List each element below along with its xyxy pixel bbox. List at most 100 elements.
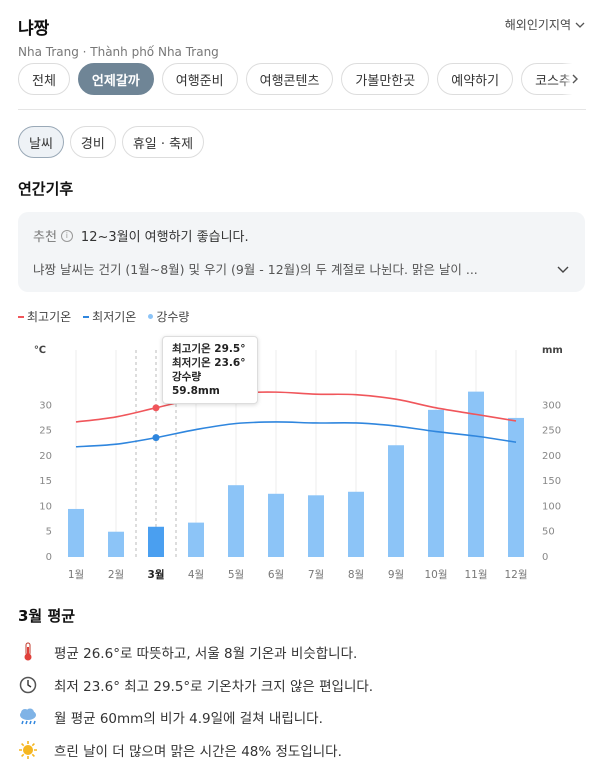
x-tick-label: 8월: [348, 569, 364, 581]
x-tick-label: 1월: [68, 569, 84, 581]
thermometer-icon: [18, 642, 38, 662]
left-tick-label: 30: [39, 400, 52, 411]
chart-tooltip: 최고기온 29.5° 최저기온 23.6° 강수량 59.8mm: [162, 336, 258, 404]
chevron-down-icon: [556, 262, 570, 276]
rain-bar: [468, 392, 484, 557]
legend-low: 최저기온: [83, 308, 136, 325]
list-item: 평균 26.6°로 따뜻하고, 서울 8월 기온과 비슷합니다.: [18, 636, 373, 669]
x-tick-label: 3월: [148, 568, 165, 581]
rain-bar: [268, 494, 284, 557]
tab-when-to-go[interactable]: 언제갈까: [78, 63, 154, 95]
high-temp-line: [76, 392, 516, 422]
right-tick-label: 150: [542, 476, 561, 487]
page-title: 냐짱: [18, 14, 588, 39]
x-tick-label: 9월: [388, 569, 404, 581]
rain-bar: [308, 495, 324, 557]
legend-low-label: 최저기온: [92, 308, 136, 325]
legend-rain-label: 강수량: [156, 308, 189, 325]
tabs-next-button[interactable]: [562, 63, 588, 95]
x-tick-label: 10월: [424, 569, 447, 581]
left-tick-label: 20: [39, 451, 52, 462]
recommendation-text: 12~3월이 여행하기 좋습니다.: [81, 226, 249, 245]
avg-item-text: 흐린 날이 더 많으며 맑은 시간은 48% 정도입니다.: [54, 740, 342, 760]
tab-all[interactable]: 전체: [18, 63, 70, 95]
tooltip-high: 최고기온 29.5°: [172, 342, 248, 356]
category-tabs: 전체 언제갈까 여행준비 여행콘텐츠 가볼만한곳 예약하기 코스추천: [18, 63, 588, 97]
avg-item-text: 최저 23.6° 최고 29.5°로 기온차가 크지 않은 편입니다.: [54, 675, 373, 695]
x-tick-label: 11월: [464, 569, 487, 581]
sun-icon: [18, 740, 38, 760]
legend-rain-swatch: [148, 314, 153, 319]
list-item: 흐린 날이 더 많으며 맑은 시간은 48% 정도입니다.: [18, 734, 373, 766]
x-tick-label: 2월: [108, 569, 124, 581]
low-temp-line-point: [153, 434, 160, 441]
right-tick-label: 100: [542, 501, 561, 512]
tab-label: 예약하기: [451, 70, 499, 89]
rain-bar: [108, 532, 124, 557]
subtab-label: 날씨: [29, 133, 53, 152]
subtab-label: 휴일 · 축제: [133, 133, 193, 152]
annual-climate-title: 연간기후: [18, 178, 73, 199]
climate-description-text: 냐짱 날씨는 건기 (1월~8월) 및 우기 (9월 - 12월)의 두 계절로…: [33, 259, 553, 278]
left-tick-label: 5: [46, 527, 52, 538]
left-tick-label: 0: [46, 552, 52, 563]
info-icon[interactable]: i: [61, 230, 73, 242]
monthly-average-list: 평균 26.6°로 따뜻하고, 서울 8월 기온과 비슷합니다. 최저 23.6…: [18, 636, 373, 766]
rain-bar: [508, 418, 524, 557]
avg-item-text: 월 평균 60mm의 비가 4.9일에 걸쳐 내립니다.: [54, 707, 323, 727]
clock-icon: [18, 675, 38, 695]
tab-label: 여행준비: [176, 70, 224, 89]
subtab-weather[interactable]: 날씨: [18, 126, 64, 158]
right-tick-label: 250: [542, 426, 561, 437]
list-item: 최저 23.6° 최고 29.5°로 기온차가 크지 않은 편입니다.: [18, 669, 373, 702]
place-subtitle: Nha Trang · Thành phố Nha Trang: [18, 45, 588, 59]
recommendation-box: 추천 i 12~3월이 여행하기 좋습니다. 냐짱 날씨는 건기 (1월~8월)…: [18, 212, 585, 292]
chevron-right-icon: [569, 73, 581, 85]
legend-high-label: 최고기온: [27, 308, 71, 325]
rain-bar: [68, 509, 84, 557]
rain-cloud-icon: [18, 707, 38, 727]
tab-label: 여행콘텐츠: [260, 70, 320, 89]
left-tick-label: 10: [39, 501, 52, 512]
tab-travel-content[interactable]: 여행콘텐츠: [246, 63, 334, 95]
tab-label: 가볼만한곳: [355, 70, 415, 89]
left-axis-unit: ℃: [34, 345, 46, 356]
right-tick-label: 200: [542, 451, 561, 462]
rain-bar: [348, 492, 364, 557]
list-item: 월 평균 60mm의 비가 4.9일에 걸쳐 내립니다.: [18, 701, 373, 734]
legend-high: 최고기온: [18, 308, 71, 325]
legend-low-swatch: [83, 316, 89, 318]
place-header: 냐짱 Nha Trang · Thành phố Nha Trang 해외인기지…: [18, 14, 588, 59]
monthly-average-title: 3월 평균: [18, 605, 75, 626]
low-temp-line: [76, 422, 516, 447]
x-tick-label: 12월: [504, 569, 527, 581]
x-tick-label: 7월: [308, 569, 324, 581]
recommendation-label: 추천: [33, 226, 57, 245]
divider: [18, 109, 586, 110]
subtab-holidays[interactable]: 휴일 · 축제: [122, 126, 204, 158]
rain-bar: [228, 485, 244, 557]
chart-legend: 최고기온 최저기온 강수량: [18, 308, 189, 325]
subtab-label: 경비: [81, 133, 105, 152]
tooltip-rain: 강수량 59.8mm: [172, 370, 248, 398]
right-axis-unit: mm: [542, 345, 563, 356]
chevron-down-icon: [574, 19, 586, 31]
rain-bar: [148, 527, 164, 557]
legend-rain: 강수량: [148, 308, 189, 325]
subtab-cost[interactable]: 경비: [70, 126, 116, 158]
recommendation-line: 추천 i 12~3월이 여행하기 좋습니다.: [33, 226, 570, 245]
tab-attractions[interactable]: 가볼만한곳: [341, 63, 429, 95]
sub-tabs: 날씨 경비 휴일 · 축제: [18, 126, 204, 158]
x-tick-label: 6월: [268, 569, 284, 581]
climate-description[interactable]: 냐짱 날씨는 건기 (1월~8월) 및 우기 (9월 - 12월)의 두 계절로…: [33, 259, 570, 278]
right-tick-label: 0: [542, 552, 548, 563]
tab-travel-prep[interactable]: 여행준비: [162, 63, 238, 95]
x-tick-label: 4월: [188, 569, 204, 581]
left-tick-label: 25: [39, 426, 52, 437]
overseas-region-dropdown[interactable]: 해외인기지역: [505, 16, 586, 33]
tab-booking[interactable]: 예약하기: [437, 63, 513, 95]
legend-high-swatch: [18, 316, 24, 318]
x-tick-label: 5월: [228, 569, 244, 581]
